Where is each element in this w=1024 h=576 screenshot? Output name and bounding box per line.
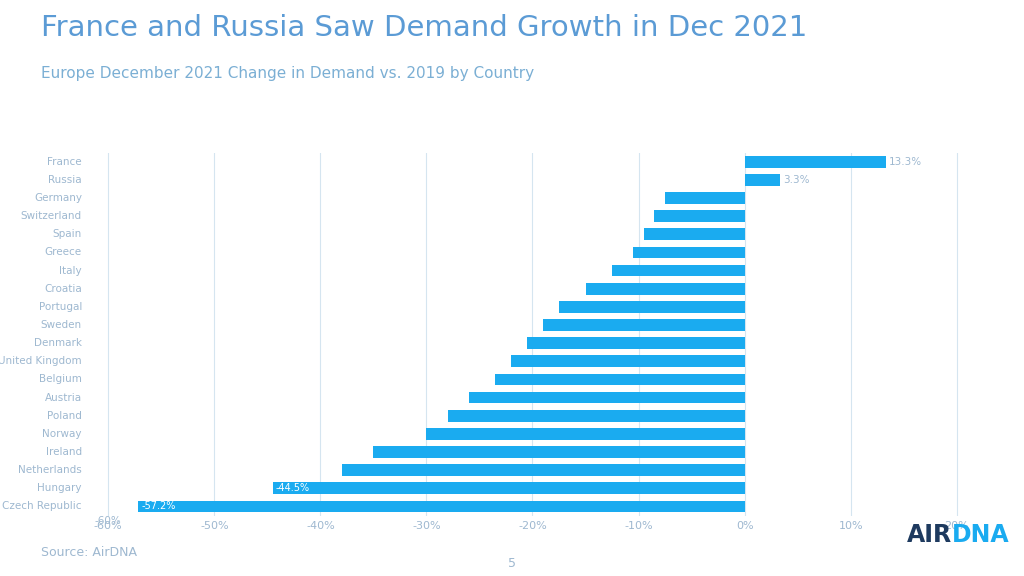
Text: 5: 5 [508,557,516,570]
Bar [744,156,886,168]
Bar [665,192,744,204]
Bar [342,464,744,476]
Text: Italy: Italy [59,266,82,275]
Text: United Kingdom: United Kingdom [0,357,82,366]
Text: Switzerland: Switzerland [20,211,82,221]
Text: Russia: Russia [48,175,82,185]
Text: France and Russia Saw Demand Growth in Dec 2021: France and Russia Saw Demand Growth in D… [41,14,807,43]
Text: AIR: AIR [907,523,952,547]
Bar [559,301,744,313]
Text: -44.5%: -44.5% [275,483,310,493]
Text: Austria: Austria [45,393,82,403]
Text: -60%: -60% [95,516,122,525]
Text: France: France [47,157,82,166]
Text: Ireland: Ireland [46,447,82,457]
Bar [272,483,744,494]
Bar [527,338,744,349]
Bar [586,283,744,294]
Text: Netherlands: Netherlands [18,465,82,475]
Bar [633,247,744,258]
Text: Denmark: Denmark [34,338,82,348]
Text: 13.3%: 13.3% [889,157,922,166]
Bar [447,410,744,422]
Text: Hungary: Hungary [38,483,82,493]
Bar [543,319,744,331]
Text: 3.3%: 3.3% [782,175,809,185]
Text: Sweden: Sweden [41,320,82,330]
Bar [644,229,744,240]
Bar [511,355,744,367]
Text: DNA: DNA [952,523,1010,547]
Text: Belgium: Belgium [39,374,82,384]
Bar [612,265,744,276]
Text: Portugal: Portugal [39,302,82,312]
Text: Spain: Spain [52,229,82,239]
Bar [426,428,744,439]
Text: Europe December 2021 Change in Demand vs. 2019 by Country: Europe December 2021 Change in Demand vs… [41,66,535,81]
Bar [654,210,744,222]
Bar [138,501,744,512]
Text: Source: AirDNA: Source: AirDNA [41,545,137,559]
Text: Greece: Greece [45,248,82,257]
Bar [469,392,744,403]
Bar [744,174,779,185]
Text: Norway: Norway [42,429,82,439]
Text: -57.2%: -57.2% [141,502,175,511]
Bar [496,374,744,385]
Text: Germany: Germany [34,193,82,203]
Text: Czech Republic: Czech Republic [2,502,82,511]
Text: Croatia: Croatia [44,284,82,294]
Bar [374,446,744,458]
Text: Poland: Poland [47,411,82,420]
